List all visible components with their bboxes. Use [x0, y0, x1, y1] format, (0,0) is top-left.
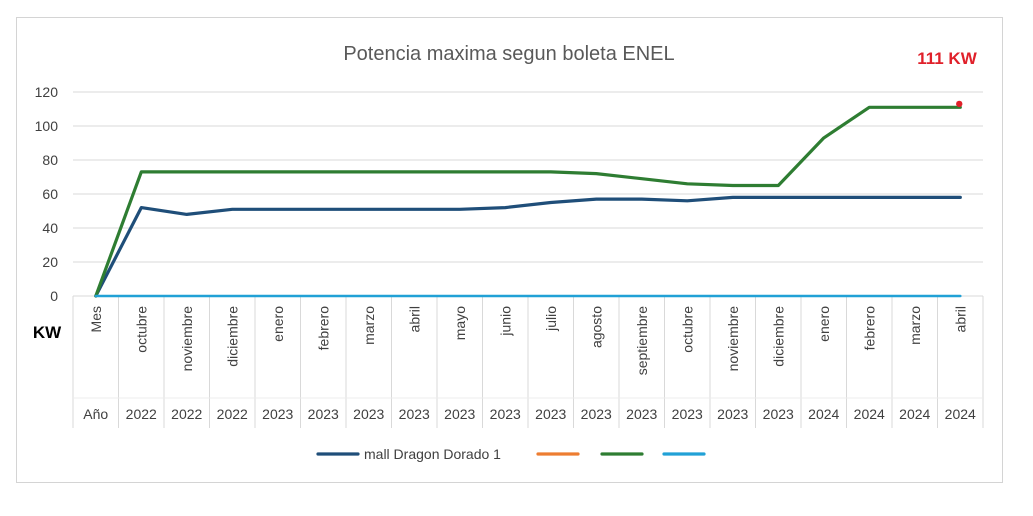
month-label: febrero — [861, 306, 877, 351]
year-label: 2023 — [262, 406, 293, 422]
year-label: 2023 — [308, 406, 339, 422]
y-tick-label: 40 — [42, 220, 58, 236]
category-table: Mes Año octubre 2022 noviembre 2022 diciembre 2… — [72, 296, 984, 428]
month-label: enero — [270, 306, 286, 342]
y-tick-label: 20 — [42, 254, 58, 270]
year-label: 2022 — [171, 406, 202, 422]
legend-label-0: mall Dragon Dorado 1 — [364, 446, 501, 462]
month-label: diciembre — [224, 306, 240, 367]
month-label: enero — [816, 306, 832, 342]
year-label: 2023 — [535, 406, 566, 422]
y-axis-unit-label: KW — [33, 323, 62, 342]
year-label: 2023 — [763, 406, 794, 422]
y-tick-label: 100 — [35, 118, 59, 134]
year-label: 2024 — [808, 406, 839, 422]
chart-frame — [16, 17, 1003, 483]
year-label: 2024 — [945, 406, 976, 422]
month-label: septiembre — [634, 306, 650, 375]
y-tick-label: 120 — [35, 84, 59, 100]
year-label: 2023 — [626, 406, 657, 422]
year-label: Año — [83, 406, 108, 422]
year-label: 2023 — [490, 406, 521, 422]
month-label: noviembre — [725, 306, 741, 372]
year-label: 2024 — [899, 406, 930, 422]
year-label: 2023 — [672, 406, 703, 422]
series-line-2 — [94, 105, 962, 298]
month-label: abril — [952, 306, 968, 332]
month-label: mayo — [452, 306, 468, 340]
month-label: Mes — [88, 306, 104, 332]
year-label: 2023 — [717, 406, 748, 422]
annotation-label: 111 KW — [917, 49, 977, 68]
series-lines — [94, 105, 962, 298]
year-label: 2024 — [854, 406, 885, 422]
year-label: 2023 — [581, 406, 612, 422]
series-line-0 — [94, 195, 962, 298]
month-label: febrero — [315, 306, 331, 351]
month-label: julio — [543, 306, 559, 332]
annotation-point — [956, 100, 963, 108]
month-label: abril — [406, 306, 422, 332]
month-label: agosto — [588, 306, 604, 348]
chart-title: Potencia maxima segun boleta ENEL — [343, 43, 674, 65]
y-tick-label: 80 — [42, 152, 58, 168]
legend: mall Dragon Dorado 1 — [316, 446, 706, 462]
month-label: marzo — [907, 306, 923, 345]
month-label: octubre — [679, 306, 695, 353]
y-tick-label: 60 — [42, 186, 58, 202]
month-label: octubre — [133, 306, 149, 353]
y-tick-label: 0 — [50, 288, 58, 304]
month-label: diciembre — [770, 306, 786, 367]
year-label: 2022 — [126, 406, 157, 422]
year-label: 2023 — [399, 406, 430, 422]
annotation-markers — [956, 100, 963, 108]
year-label: 2023 — [353, 406, 384, 422]
year-label: 2023 — [444, 406, 475, 422]
year-label: 2022 — [217, 406, 248, 422]
month-label: marzo — [361, 306, 377, 345]
month-label: noviembre — [179, 306, 195, 372]
month-label: junio — [497, 306, 513, 337]
y-tick-labels: 0 20 40 60 80 100 120 — [35, 84, 59, 304]
